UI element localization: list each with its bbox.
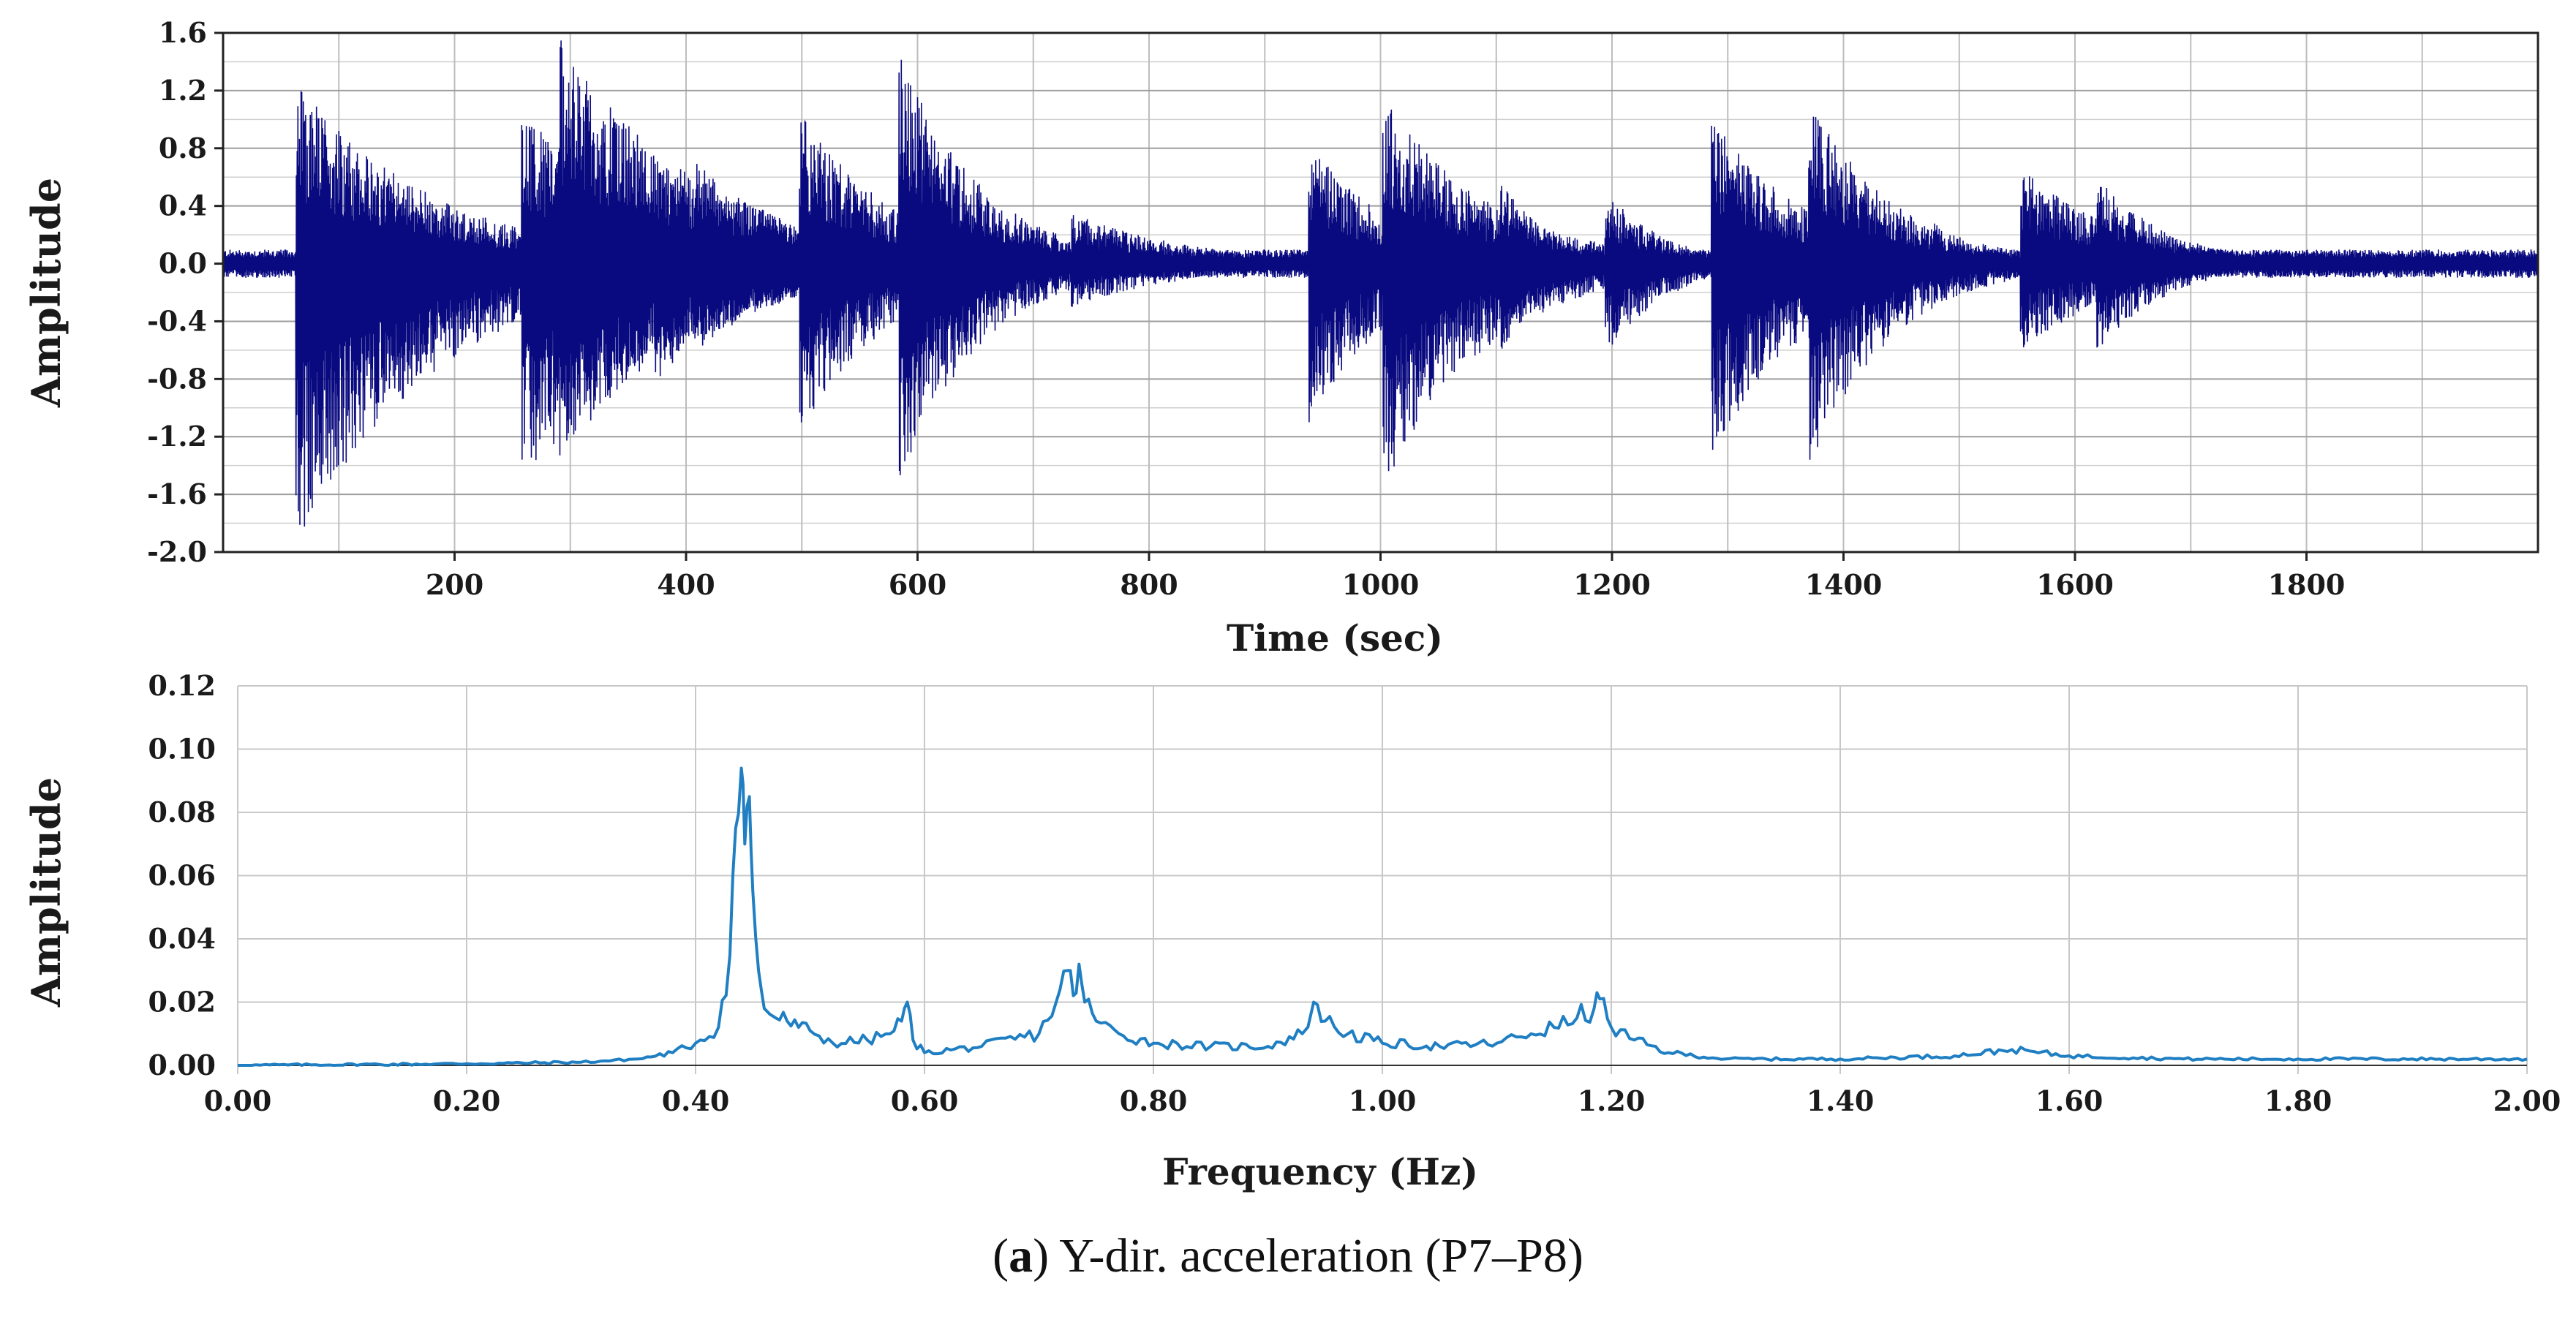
y-tick-label: -2.0: [147, 535, 207, 568]
caption-text: Y-dir. acceleration (P7–P8): [1049, 1229, 1583, 1283]
ticks: 1.6 1.2 0.8 0.4 0.0 -0.4 -0.8 -1.2 -1.6 -2.0 200 40…: [147, 16, 2345, 601]
x-tick-label: 1.60: [2035, 1084, 2104, 1117]
x-tick-label: 0.60: [891, 1084, 959, 1117]
y-axis-title: Amplitude: [23, 777, 69, 1008]
x-tick-label: 0.00: [204, 1084, 272, 1117]
x-tick-label: 1800: [2268, 568, 2346, 601]
y-tick-label: 0.08: [148, 796, 216, 828]
y-tick-label: 0.4: [159, 189, 207, 222]
x-tick-label: 600: [889, 568, 946, 601]
y-tick-label: 0.06: [148, 859, 216, 892]
x-tick-label: 1.00: [1349, 1084, 1417, 1117]
y-tick-label: -1.2: [147, 420, 207, 453]
plot-frame: [222, 31, 2539, 554]
x-tick-label: 1400: [1805, 568, 1883, 601]
x-tick-label: 800: [1120, 568, 1178, 601]
x-tick-label: 2.00: [2493, 1084, 2561, 1117]
x-tick-label: 400: [657, 568, 715, 601]
x-tick-label: 1200: [1573, 568, 1651, 601]
ticks: 0.12 0.10 0.08 0.06 0.04 0.02 0.000.00 0.20 0.40…: [148, 669, 2561, 1117]
y-tick-label: -0.8: [147, 362, 207, 395]
y-tick-label: 0.12: [148, 669, 216, 702]
grid: [237, 685, 2528, 1074]
y-tick-label: 0.10: [148, 733, 216, 766]
x-tick-label: 0.20: [433, 1084, 501, 1117]
x-tick-label: 1.20: [1578, 1084, 1646, 1117]
y-tick-label: 1.6: [159, 16, 207, 49]
y-tick-label: 0.04: [148, 922, 216, 955]
x-axis-title: Time (sec): [1227, 616, 1443, 660]
y-tick-label: -1.6: [147, 477, 207, 510]
figure-caption: (a) Y-dir. acceleration (P7–P8): [993, 1229, 1583, 1283]
y-tick-label: 0.02: [148, 986, 216, 1019]
spectrum-chart: 0.12 0.10 0.08 0.06 0.04 0.02 0.000.00 0.20 0.40…: [23, 669, 2561, 1193]
x-tick-label: 0.80: [1120, 1084, 1188, 1117]
y-tick-label: 1.2: [159, 74, 207, 107]
y-tick-label: 0.0: [159, 247, 207, 280]
time-history-chart: 1.6 1.2 0.8 0.4 0.0 -0.4 -0.8 -1.2 -1.6 -2.0 200 40…: [23, 16, 2539, 660]
y-tick-label: -0.4: [147, 304, 207, 337]
x-tick-label: 0.40: [662, 1084, 730, 1117]
x-tick-label: 1.80: [2264, 1084, 2332, 1117]
y-axis-title: Amplitude: [23, 178, 69, 408]
x-tick-label: 200: [426, 568, 483, 601]
spectrum-line: [238, 766, 2528, 1067]
acceleration-signal: [222, 40, 2539, 527]
x-tick-label: 1600: [2036, 568, 2114, 601]
x-tick-label: 1000: [1342, 568, 1420, 601]
y-tick-label: 0.8: [159, 132, 207, 165]
x-axis-title: Frequency (Hz): [1162, 1150, 1478, 1193]
x-tick-label: 1.40: [1807, 1084, 1875, 1117]
caption-letter: a: [1009, 1229, 1033, 1283]
y-tick-label: 0.00: [148, 1049, 216, 1081]
